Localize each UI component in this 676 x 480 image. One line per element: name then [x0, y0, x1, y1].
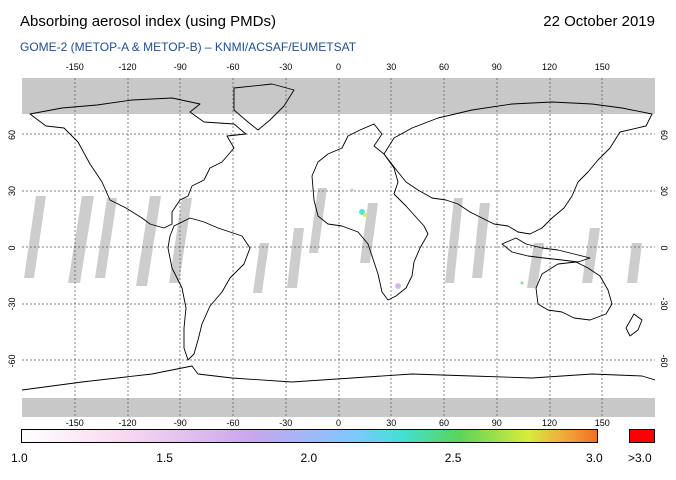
new-zealand-coastline	[625, 313, 643, 337]
longitude-tick-label: 30	[386, 62, 397, 72]
longitude-tick-label: 90	[491, 62, 502, 72]
graticule	[22, 78, 655, 417]
map-title: Absorbing aerosol index (using PMDs)	[20, 13, 276, 30]
latitude-tick-label: 30	[659, 185, 669, 197]
colorbar-tick-label: 2.0	[300, 451, 318, 465]
world-map	[22, 78, 655, 417]
longitude-tick-label: 60	[438, 418, 450, 428]
asia-coastline	[383, 101, 653, 235]
longitude-tick-label: -150	[65, 62, 84, 72]
latitude-tick-label: 60	[659, 129, 669, 140]
colorbar-tick-label: 2.5	[444, 451, 462, 465]
longitude-tick-label: 120	[541, 418, 558, 428]
coastlines	[22, 83, 655, 391]
map-subtitle: GOME-2 (METOP-A & METOP-B) – KNMI/ACSAF/…	[20, 40, 357, 54]
longitude-tick-label: -90	[173, 418, 187, 428]
longitude-tick-label: -90	[173, 62, 187, 72]
longitude-tick-label: 150	[594, 62, 610, 72]
latitude-tick-label: 60	[7, 129, 17, 140]
colorbar-tick-label: 1.0	[11, 451, 28, 465]
south-america-coastline	[167, 217, 251, 361]
latitude-tick-label: 30	[7, 185, 17, 197]
longitude-tick-label: -120	[118, 62, 137, 72]
map-background	[22, 78, 655, 417]
colorbar-tick-label: 1.5	[156, 451, 173, 465]
longitude-tick-label: 90	[491, 418, 502, 428]
data-gap-swaths	[24, 188, 642, 293]
longitude-tick-label: 60	[438, 62, 450, 72]
longitude-tick-label: 150	[594, 418, 610, 428]
longitude-tick-label: 0	[335, 62, 342, 72]
colorbar	[21, 429, 598, 443]
latitude-tick-label: 0	[659, 244, 669, 251]
longitude-tick-label: -30	[279, 62, 293, 72]
colorbar-over-box	[629, 429, 655, 443]
longitude-tick-label: 120	[541, 62, 558, 72]
map-date: 22 October 2019	[543, 13, 655, 30]
longitude-tick-label: -60	[226, 62, 240, 72]
longitude-tick-label: -60	[226, 418, 240, 428]
no-data-south-band	[22, 398, 655, 417]
latitude-tick-label: -60	[659, 353, 669, 368]
no-data-north-band	[22, 78, 655, 114]
colorbar-over-label: >3.0	[628, 451, 652, 465]
aerosol-signals	[350, 188, 524, 289]
longitude-tick-label: -150	[65, 418, 84, 428]
north-america-coastline	[29, 97, 247, 229]
longitude-tick-label: 0	[335, 418, 342, 428]
europe-africa-coastline	[311, 123, 429, 301]
longitude-tick-label: -120	[118, 418, 137, 428]
greenland-coastline	[233, 83, 295, 131]
latitude-tick-label: 0	[7, 244, 17, 251]
latitude-tick-label: -30	[659, 297, 669, 311]
longitude-tick-label: -30	[279, 418, 293, 428]
longitude-tick-label: 30	[386, 418, 397, 428]
colorbar-tick-label: 3.0	[586, 451, 603, 465]
latitude-tick-label: -30	[7, 297, 17, 311]
latitude-tick-label: -60	[7, 353, 17, 368]
antarctica-coastline	[22, 365, 655, 391]
australia-coastline	[535, 261, 613, 321]
indonesia-coastline	[501, 237, 591, 263]
